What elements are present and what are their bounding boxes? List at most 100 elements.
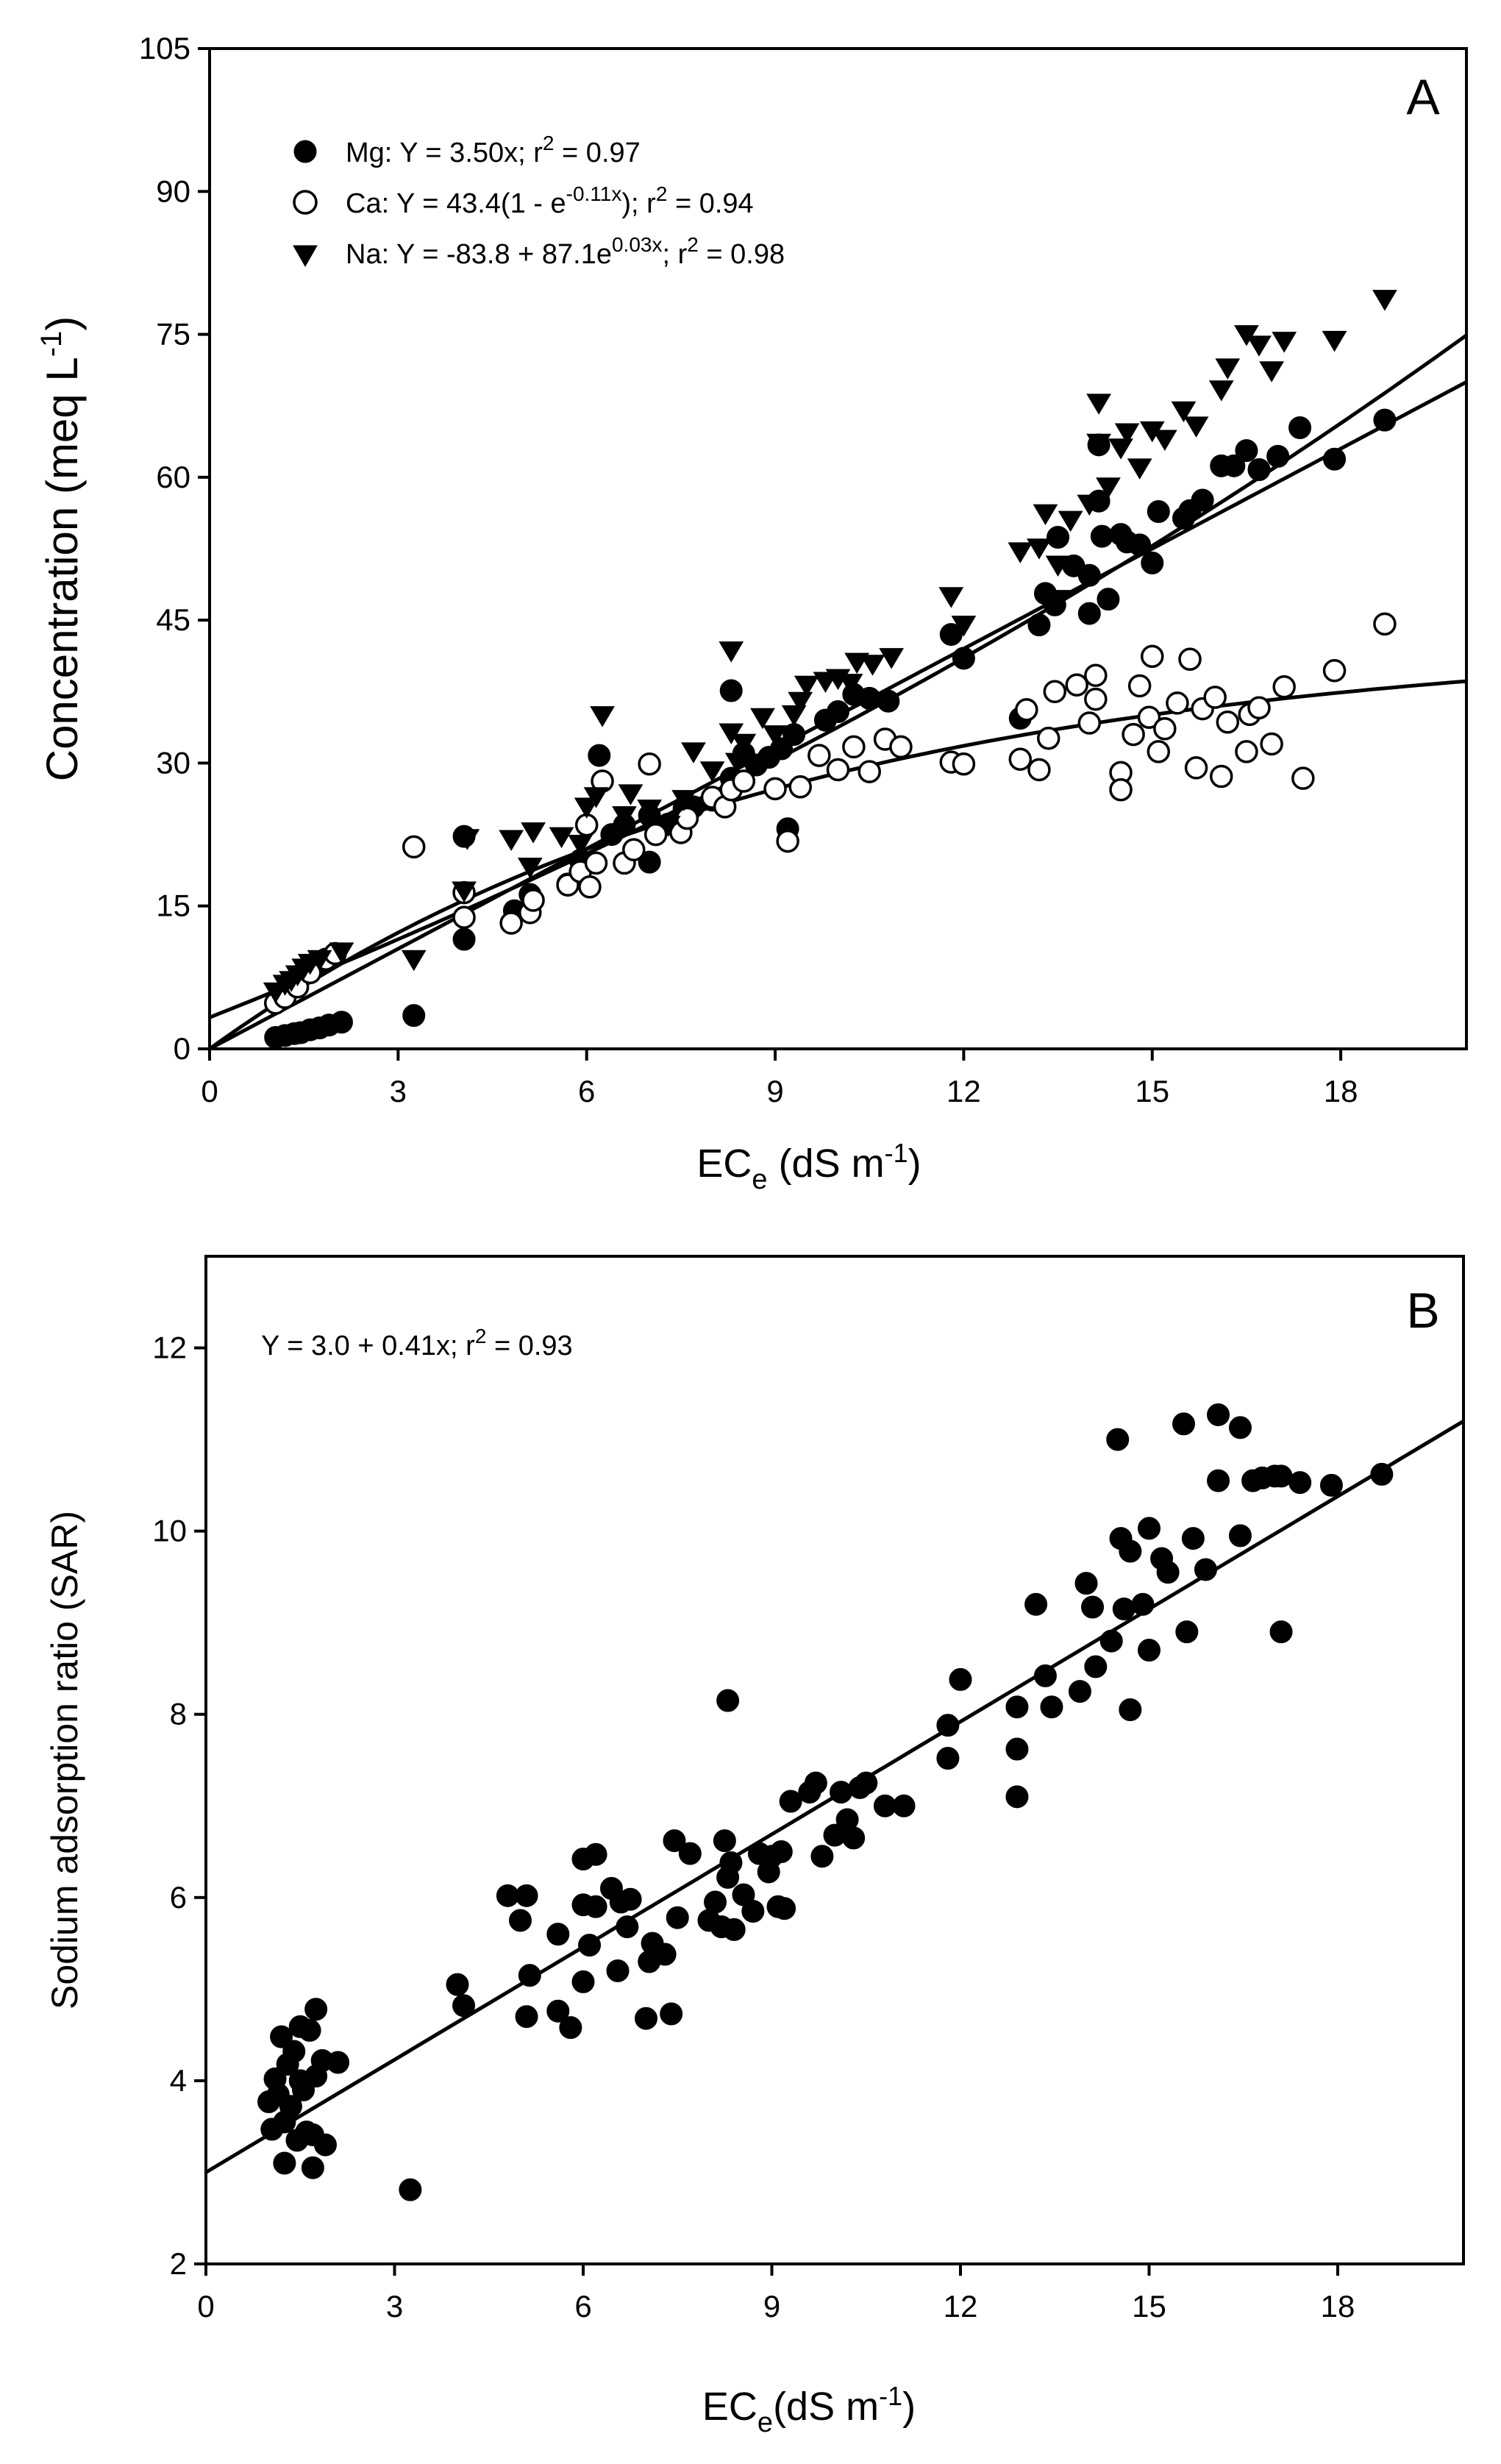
data-points-a xyxy=(263,290,1397,1049)
series-sar xyxy=(257,1403,1394,2201)
sar-point xyxy=(518,1964,541,1987)
ca-point xyxy=(584,851,608,875)
na-point xyxy=(568,835,593,856)
sar-point xyxy=(327,2051,350,2074)
mg-point xyxy=(1077,602,1101,625)
series-mg xyxy=(264,408,1397,1049)
ca-point xyxy=(1037,727,1060,750)
ca-point xyxy=(1065,673,1088,697)
na-point xyxy=(618,784,643,805)
ca-point xyxy=(807,744,831,767)
sar-point xyxy=(892,1794,916,1817)
ca-point xyxy=(675,806,699,830)
na-point xyxy=(499,830,524,852)
mg-point xyxy=(719,679,743,702)
na-point xyxy=(655,816,681,837)
x-tick-label: 15 xyxy=(1135,1074,1169,1108)
sar-point xyxy=(1005,1785,1029,1809)
legend-na-label: Na: Y = -83.8 + 87.1e0.03x; r2 = 0.98 xyxy=(346,233,785,270)
y-tick-label: 2 xyxy=(170,2246,187,2281)
sar-point xyxy=(618,1887,642,1911)
sar-point xyxy=(1099,1629,1123,1653)
legend-mg-label: Mg: Y = 3.50x; r2 = 0.97 xyxy=(346,132,641,168)
ca-point xyxy=(1122,722,1145,747)
na-point xyxy=(671,790,697,811)
y-tick-label: 60 xyxy=(156,460,190,494)
na-point xyxy=(1183,416,1209,438)
sar-point xyxy=(399,2178,422,2201)
sar-point xyxy=(1269,1620,1293,1644)
sar-point xyxy=(1138,1517,1160,1540)
ca-point xyxy=(858,760,881,783)
x-tick-label: 0 xyxy=(201,1074,218,1108)
x-axis-title-a: ECe (dS m-1) xyxy=(696,1138,921,1195)
mg-point xyxy=(827,699,849,723)
na-point xyxy=(879,648,905,669)
ca-point xyxy=(1373,612,1397,636)
y-tick-label: 0 xyxy=(174,1031,190,1066)
na-point xyxy=(1234,325,1259,346)
ca-point xyxy=(1027,758,1051,782)
ca-point xyxy=(763,777,787,801)
ca-point xyxy=(1322,659,1347,683)
ca-point xyxy=(452,905,476,930)
ca-point xyxy=(643,822,668,847)
panel-label-a: A xyxy=(1406,69,1440,125)
ca-point xyxy=(1178,647,1202,671)
na-point xyxy=(1027,538,1052,560)
legend-na-marker xyxy=(293,245,318,268)
na-point xyxy=(1045,555,1071,577)
panel-a: 0 15 30 45 60 75 90 105 0 3 6 9 12 15 18 A Mg: Y = 3.… xyxy=(35,31,1468,1195)
sar-point xyxy=(1207,1403,1230,1426)
na-point xyxy=(788,691,813,713)
ca-point xyxy=(842,735,866,759)
x-tick-label: 3 xyxy=(386,2289,403,2324)
sar-point xyxy=(1228,1524,1252,1548)
mg-point xyxy=(1077,563,1101,587)
mg-point xyxy=(329,1011,353,1034)
sar-point xyxy=(704,1890,727,1914)
x-axis-ticks-b: 0 3 6 9 12 15 18 xyxy=(197,2264,1355,2324)
mg-point xyxy=(1222,454,1246,477)
x-tick-label: 12 xyxy=(944,2289,978,2324)
sar-point xyxy=(810,1845,834,1868)
ca-point xyxy=(1166,691,1189,715)
sar-point xyxy=(584,1842,607,1866)
sar-point xyxy=(1005,1737,1029,1761)
na-point xyxy=(454,829,480,850)
na-point xyxy=(719,723,744,744)
na-point xyxy=(1272,332,1297,353)
sar-point xyxy=(1081,1595,1105,1619)
ca-point xyxy=(1141,644,1164,669)
sar-point xyxy=(313,2133,337,2157)
sar-point xyxy=(1084,1655,1108,1678)
equation-annotation-b: Y = 3.0 + 0.41x; r2 = 0.93 xyxy=(261,1325,573,1361)
sar-point xyxy=(571,1970,595,1993)
sar-point xyxy=(515,1884,538,1907)
y-tick-label: 90 xyxy=(156,174,190,208)
sar-point xyxy=(1112,1598,1135,1620)
mg-point xyxy=(1191,488,1214,512)
sar-point xyxy=(1138,1639,1160,1662)
mg-point xyxy=(877,689,900,713)
sar-point xyxy=(949,1667,972,1691)
sar-point xyxy=(606,1959,630,1982)
na-point xyxy=(1033,504,1058,526)
sar-point xyxy=(741,1900,765,1923)
sar-point xyxy=(716,1689,740,1712)
na-point xyxy=(1152,430,1177,452)
mg-point xyxy=(1128,533,1152,557)
mg-point xyxy=(858,686,881,710)
y-tick-label: 15 xyxy=(156,889,190,923)
mg-point xyxy=(939,623,963,647)
x-tick-label: 18 xyxy=(1321,2289,1355,2324)
ca-point xyxy=(1235,740,1258,763)
sar-point xyxy=(936,1714,960,1737)
ca-point xyxy=(1209,764,1233,788)
na-point xyxy=(307,950,332,972)
sar-point xyxy=(515,2005,538,2029)
x-tick-label: 6 xyxy=(578,1074,595,1108)
na-point xyxy=(938,587,964,608)
y-axis-ticks-b: 2 4 6 8 10 12 xyxy=(152,1331,206,2281)
sar-point xyxy=(1319,1473,1343,1497)
